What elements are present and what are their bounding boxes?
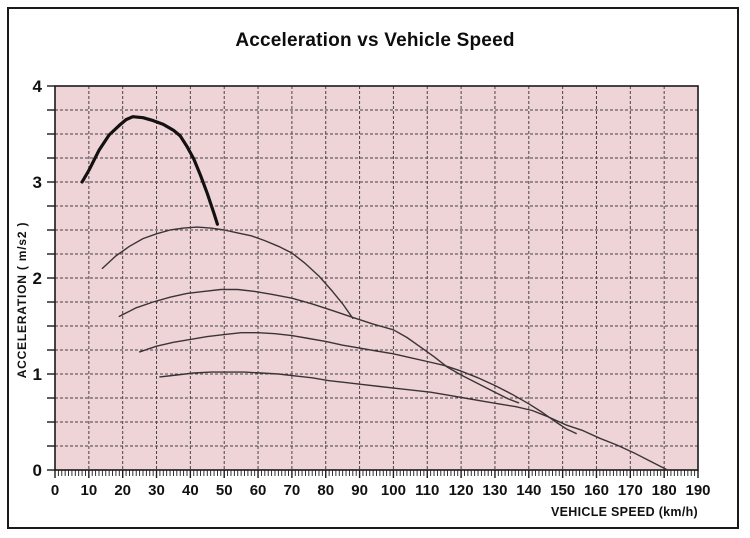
- y-tick-label: 0: [33, 461, 42, 480]
- data-curve-series-2: [101, 226, 354, 319]
- x-tick-label: 10: [80, 482, 97, 499]
- x-tick-label: 180: [652, 482, 677, 499]
- y-tick-label: 4: [33, 77, 43, 96]
- x-tick-label: 130: [482, 482, 507, 499]
- x-tick-label: 30: [148, 482, 165, 499]
- x-tick-label: 150: [550, 482, 575, 499]
- x-tick-label: 80: [317, 482, 334, 499]
- y-tick-label: 3: [33, 173, 42, 192]
- data-curve-series-1: [80, 115, 219, 226]
- x-tick-label: 110: [415, 482, 439, 499]
- x-tick-label: 40: [182, 482, 199, 499]
- x-tick-label: 0: [51, 482, 59, 499]
- x-tick-label: 60: [250, 482, 267, 499]
- chart-title: Acceleration vs Vehicle Speed: [235, 30, 515, 51]
- x-tick-label: 100: [381, 482, 406, 499]
- y-tick-label: 2: [33, 269, 42, 288]
- x-tick-label: 170: [618, 482, 643, 499]
- x-tick-label: 140: [516, 482, 541, 499]
- x-tick-label: 70: [284, 482, 301, 499]
- data-curve-series-4: [138, 332, 577, 435]
- y-tick-label: 1: [33, 365, 42, 384]
- x-tick-label: 50: [216, 482, 233, 499]
- x-tick-label: 20: [114, 482, 131, 499]
- data-curve-series-3: [118, 288, 520, 404]
- x-tick-label: 90: [351, 482, 368, 499]
- x-axis-title: VEHICLE SPEED (km/h): [551, 505, 698, 519]
- x-tick-label: 190: [685, 482, 710, 499]
- data-curve-series-5: [159, 371, 669, 471]
- x-tick-label: 120: [449, 482, 474, 499]
- y-axis-title: ACCELERATION ( m/s2 ): [15, 222, 29, 379]
- x-tick-label: 160: [584, 482, 609, 499]
